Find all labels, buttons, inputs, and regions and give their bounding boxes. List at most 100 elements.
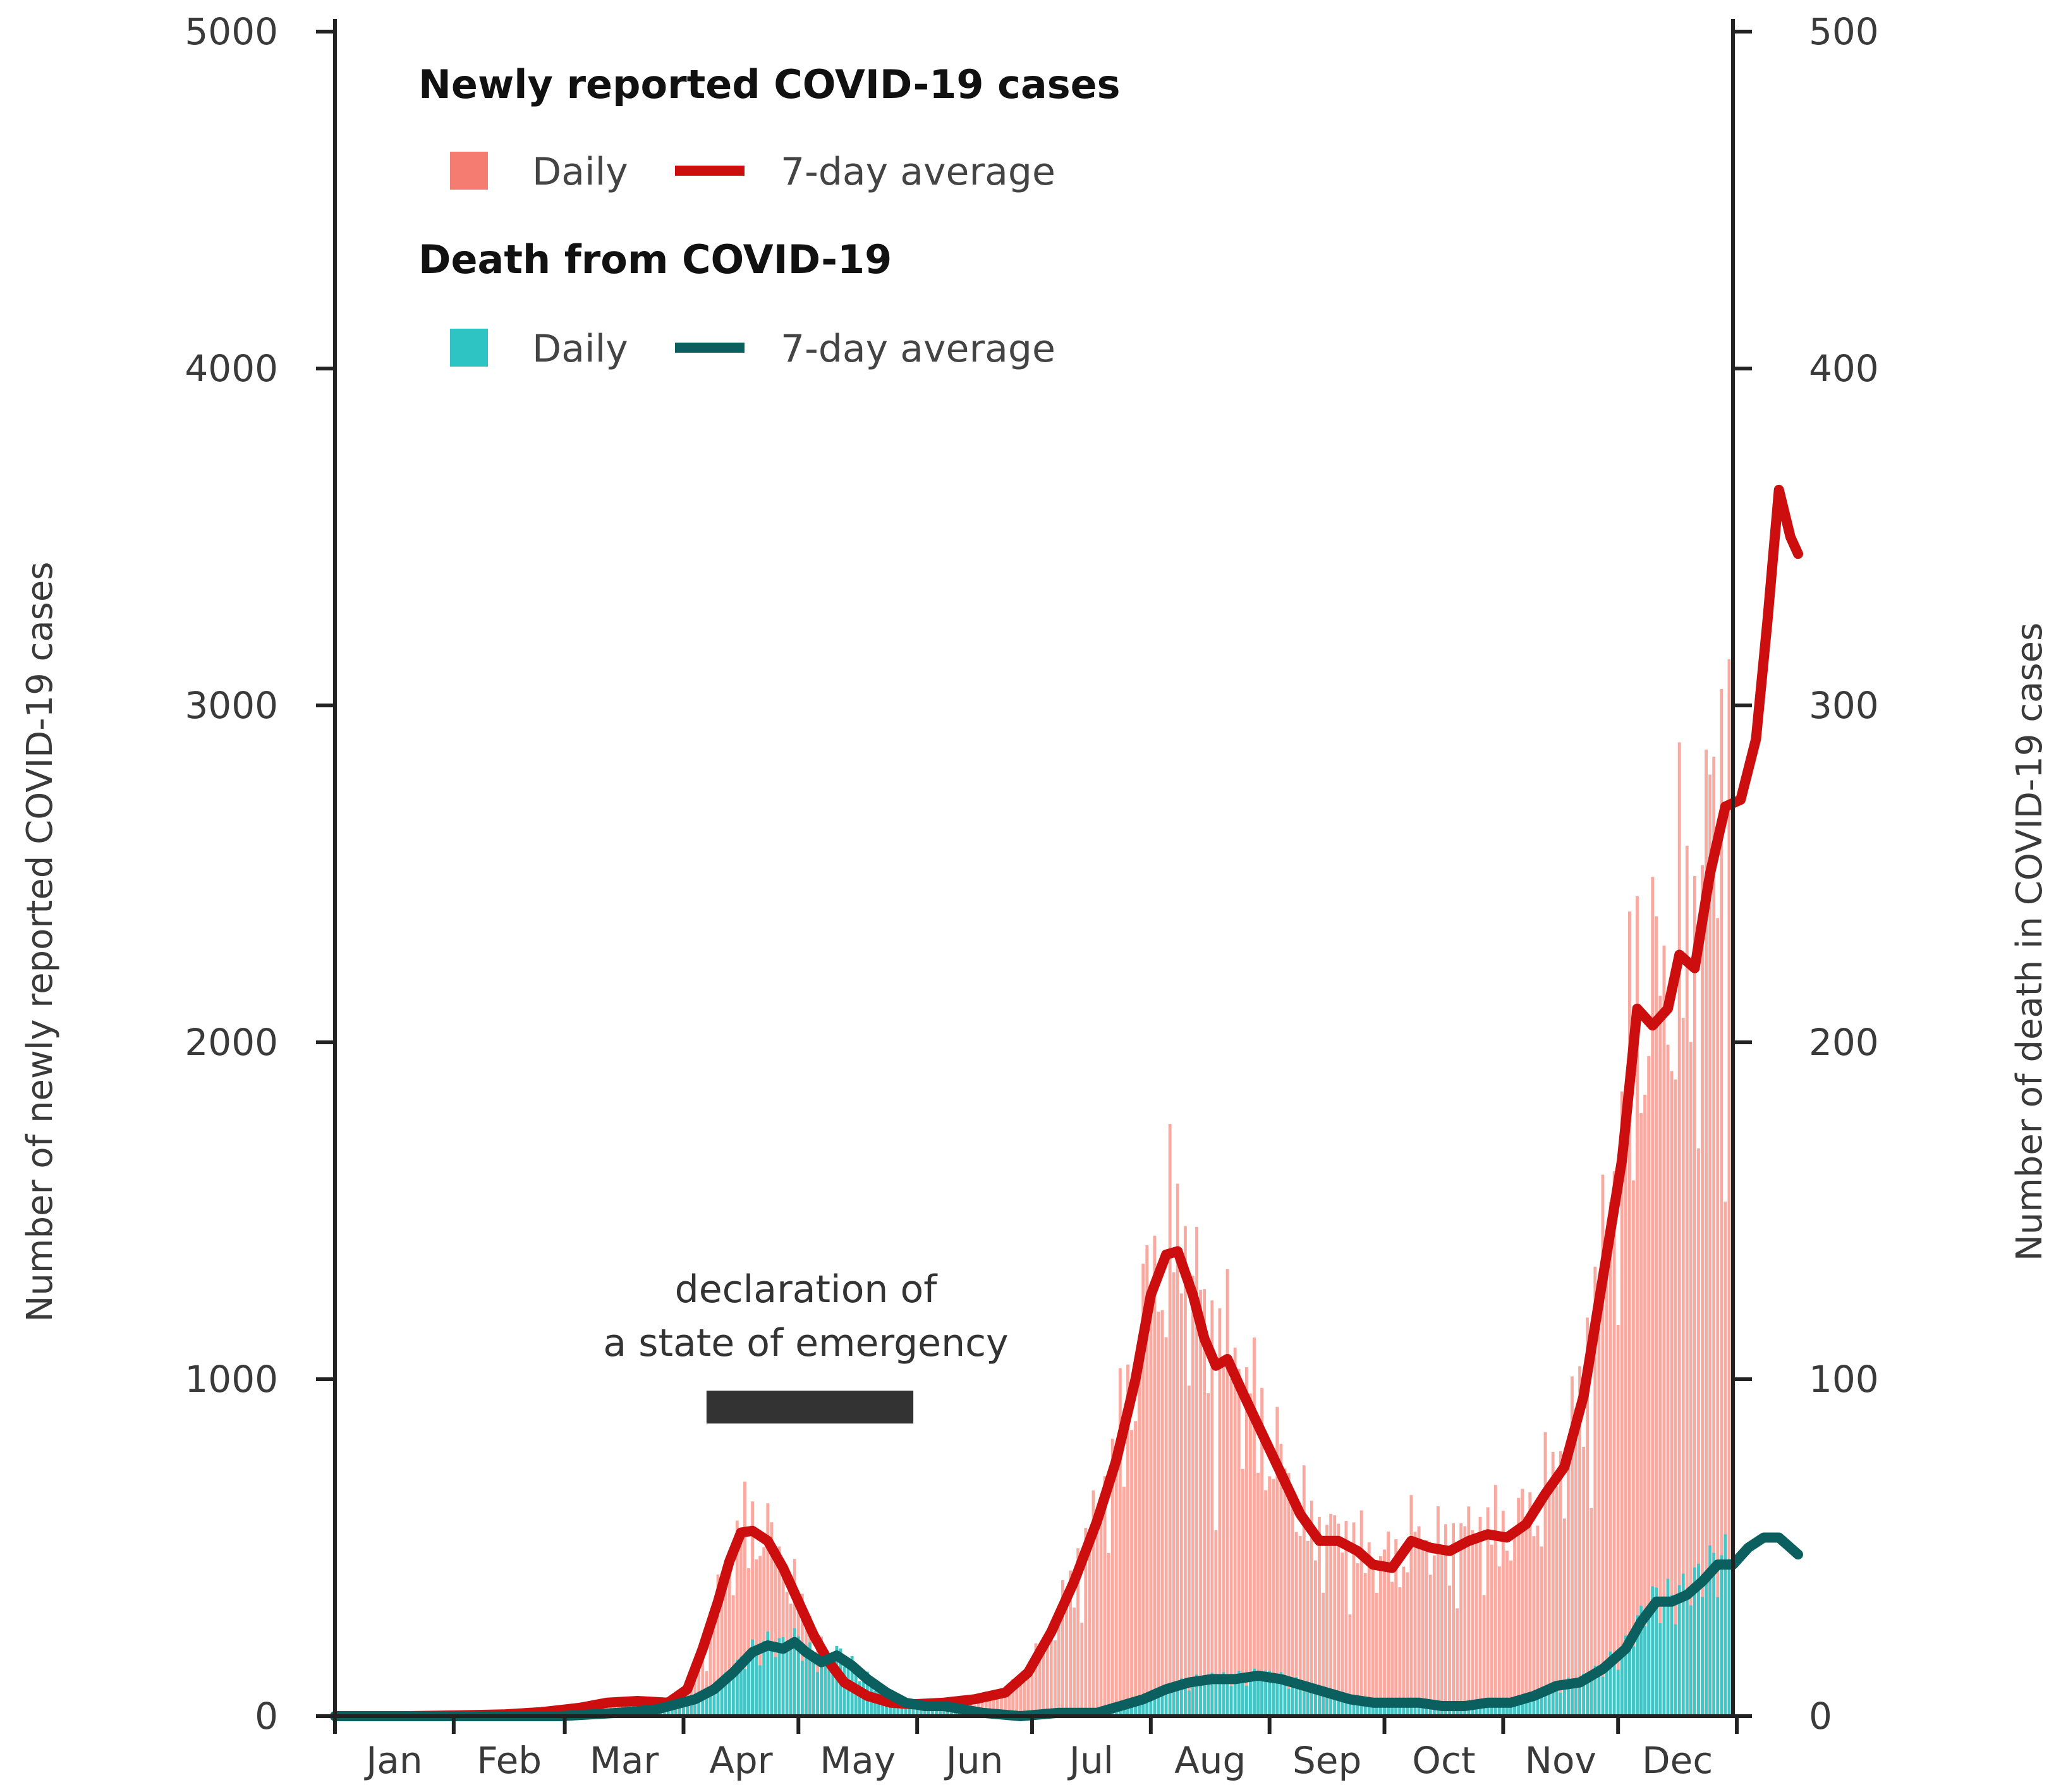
cases-daily-bar [1571,1376,1574,1716]
cases-daily-bar [1172,1272,1176,1716]
legend-deaths-title: Death from COVID-19 [418,236,892,283]
deaths-daily-bar [911,1702,915,1716]
cases-daily-bar [1459,1523,1463,1716]
cases-daily-bar [1478,1516,1482,1716]
deaths-daily-bar [824,1650,827,1716]
cases-daily-bar [1677,742,1681,1716]
cases-daily-bar [758,1556,762,1716]
deaths-daily-bar [1627,1642,1631,1716]
cases-daily-bar [1291,1502,1294,1716]
cases-daily-bar [774,1549,777,1716]
deaths-daily-bar [1207,1674,1210,1716]
deaths-daily-bar [1517,1703,1521,1716]
deaths-daily-bar [1551,1681,1555,1716]
cases-daily-bar [1471,1530,1474,1716]
legend-cases-daily-label: Daily [532,150,628,194]
deaths-daily-bar [858,1681,861,1716]
deaths-daily-bar [900,1702,904,1716]
cases-daily-bar [1264,1490,1268,1716]
cases-daily-bar [1432,1555,1436,1716]
deaths-daily-bar [1337,1691,1341,1716]
left-axis-title: Number of newly reported COVID-19 cases [20,562,61,1322]
deaths-daily-bar [1356,1700,1359,1716]
cases-daily-bar [1636,896,1639,1716]
cases-daily-bar [1474,1537,1478,1716]
deaths-daily-bar [915,1707,919,1716]
deaths-daily-bar [743,1669,746,1716]
cases-daily-bar [988,1698,992,1716]
emergency-annotation: declaration of a state of emergency [603,1267,1009,1423]
deaths-daily-bar [1387,1705,1390,1716]
deaths-daily-bar [812,1653,815,1716]
deaths-daily-bar [827,1659,831,1716]
month-label: May [820,1739,896,1782]
cases-daily-bar [1188,1385,1191,1716]
deaths-daily-bar [1218,1681,1222,1716]
cases-daily-bar [1122,1486,1126,1716]
cases-daily-bar [1574,1408,1578,1716]
cases-daily-bar [1080,1623,1084,1716]
month-label: Oct [1412,1739,1475,1782]
deaths-daily-bar [1651,1586,1655,1716]
legend: Newly reported COVID-19 cases Daily 7-da… [418,61,1121,371]
deaths-daily-bar [1421,1701,1425,1716]
cases-daily-bar [1279,1444,1283,1716]
cases-daily-bar [1015,1684,1019,1716]
cases-daily-bar [1467,1506,1471,1716]
cases-daily-bar [1318,1516,1321,1716]
cases-daily-bar [1218,1308,1222,1716]
cases-daily-bar [1406,1572,1409,1716]
cases-daily-bar [1681,1018,1685,1716]
cases-daily-bar [1134,1421,1138,1716]
cases-daily-bar [716,1574,720,1716]
deaths-daily-bar [1497,1701,1501,1716]
deaths-daily-bar [1705,1580,1708,1716]
deaths-daily-bar [777,1638,781,1716]
cases-daily-bar [1421,1540,1425,1716]
legend-deaths-daily-swatch [450,329,488,367]
cases-daily-bar [1352,1522,1356,1716]
deaths-daily-bar [1524,1695,1528,1716]
cases-daily-bar [1314,1560,1317,1716]
deaths-daily-bar [1471,1705,1474,1716]
deaths-daily-bar [1647,1616,1651,1716]
cases-daily-bar [1325,1525,1329,1716]
deaths-daily-bar [708,1686,712,1716]
deaths-daily-bar [712,1688,716,1716]
deaths-daily-bar [1225,1674,1229,1716]
deaths-daily-bar [1130,1705,1133,1716]
deaths-daily-bar [1188,1690,1191,1716]
deaths-daily-bar [1126,1702,1129,1716]
deaths-daily-bar [1582,1674,1586,1716]
deaths-daily-bar [1314,1690,1317,1716]
deaths-daily-bar [1624,1635,1627,1716]
right-tick-label: 300 [1809,684,1879,727]
deaths-daily-bar [1727,1559,1731,1716]
cases-daily-bar [1359,1510,1363,1716]
deaths-daily-bar [766,1631,770,1716]
legend-deaths-average-label: 7-day average [781,327,1055,371]
month-label: Apr [709,1739,772,1782]
cases-daily-bar [1697,1148,1700,1716]
cases-daily-bar [1157,1312,1160,1716]
cases-daily-bar [1513,1530,1516,1716]
cases-daily-bar [1597,1288,1601,1716]
deaths-average-line [330,1532,1803,1721]
deaths-daily-bar [1229,1686,1233,1716]
cases-daily-bar [1237,1368,1241,1716]
cases-daily-bar [1521,1489,1524,1716]
cases-daily-bar [701,1638,705,1716]
deaths-daily-bar [1256,1676,1260,1716]
cases-daily-bar [1456,1608,1459,1716]
cases-daily-bar [1578,1366,1582,1716]
deaths-daily-bar [739,1657,743,1716]
deaths-daily-bar [1697,1563,1700,1716]
legend-cases-average-label: 7-day average [781,150,1055,194]
deaths-daily-bar [716,1691,720,1716]
deaths-daily-bar [1528,1698,1532,1716]
cases-daily-bar [1260,1387,1264,1716]
cases-daily-bar [1624,1112,1627,1716]
cases-daily-bar [1114,1465,1118,1716]
deaths-daily-bar [1302,1691,1306,1716]
deaths-daily-bar [1379,1700,1382,1716]
